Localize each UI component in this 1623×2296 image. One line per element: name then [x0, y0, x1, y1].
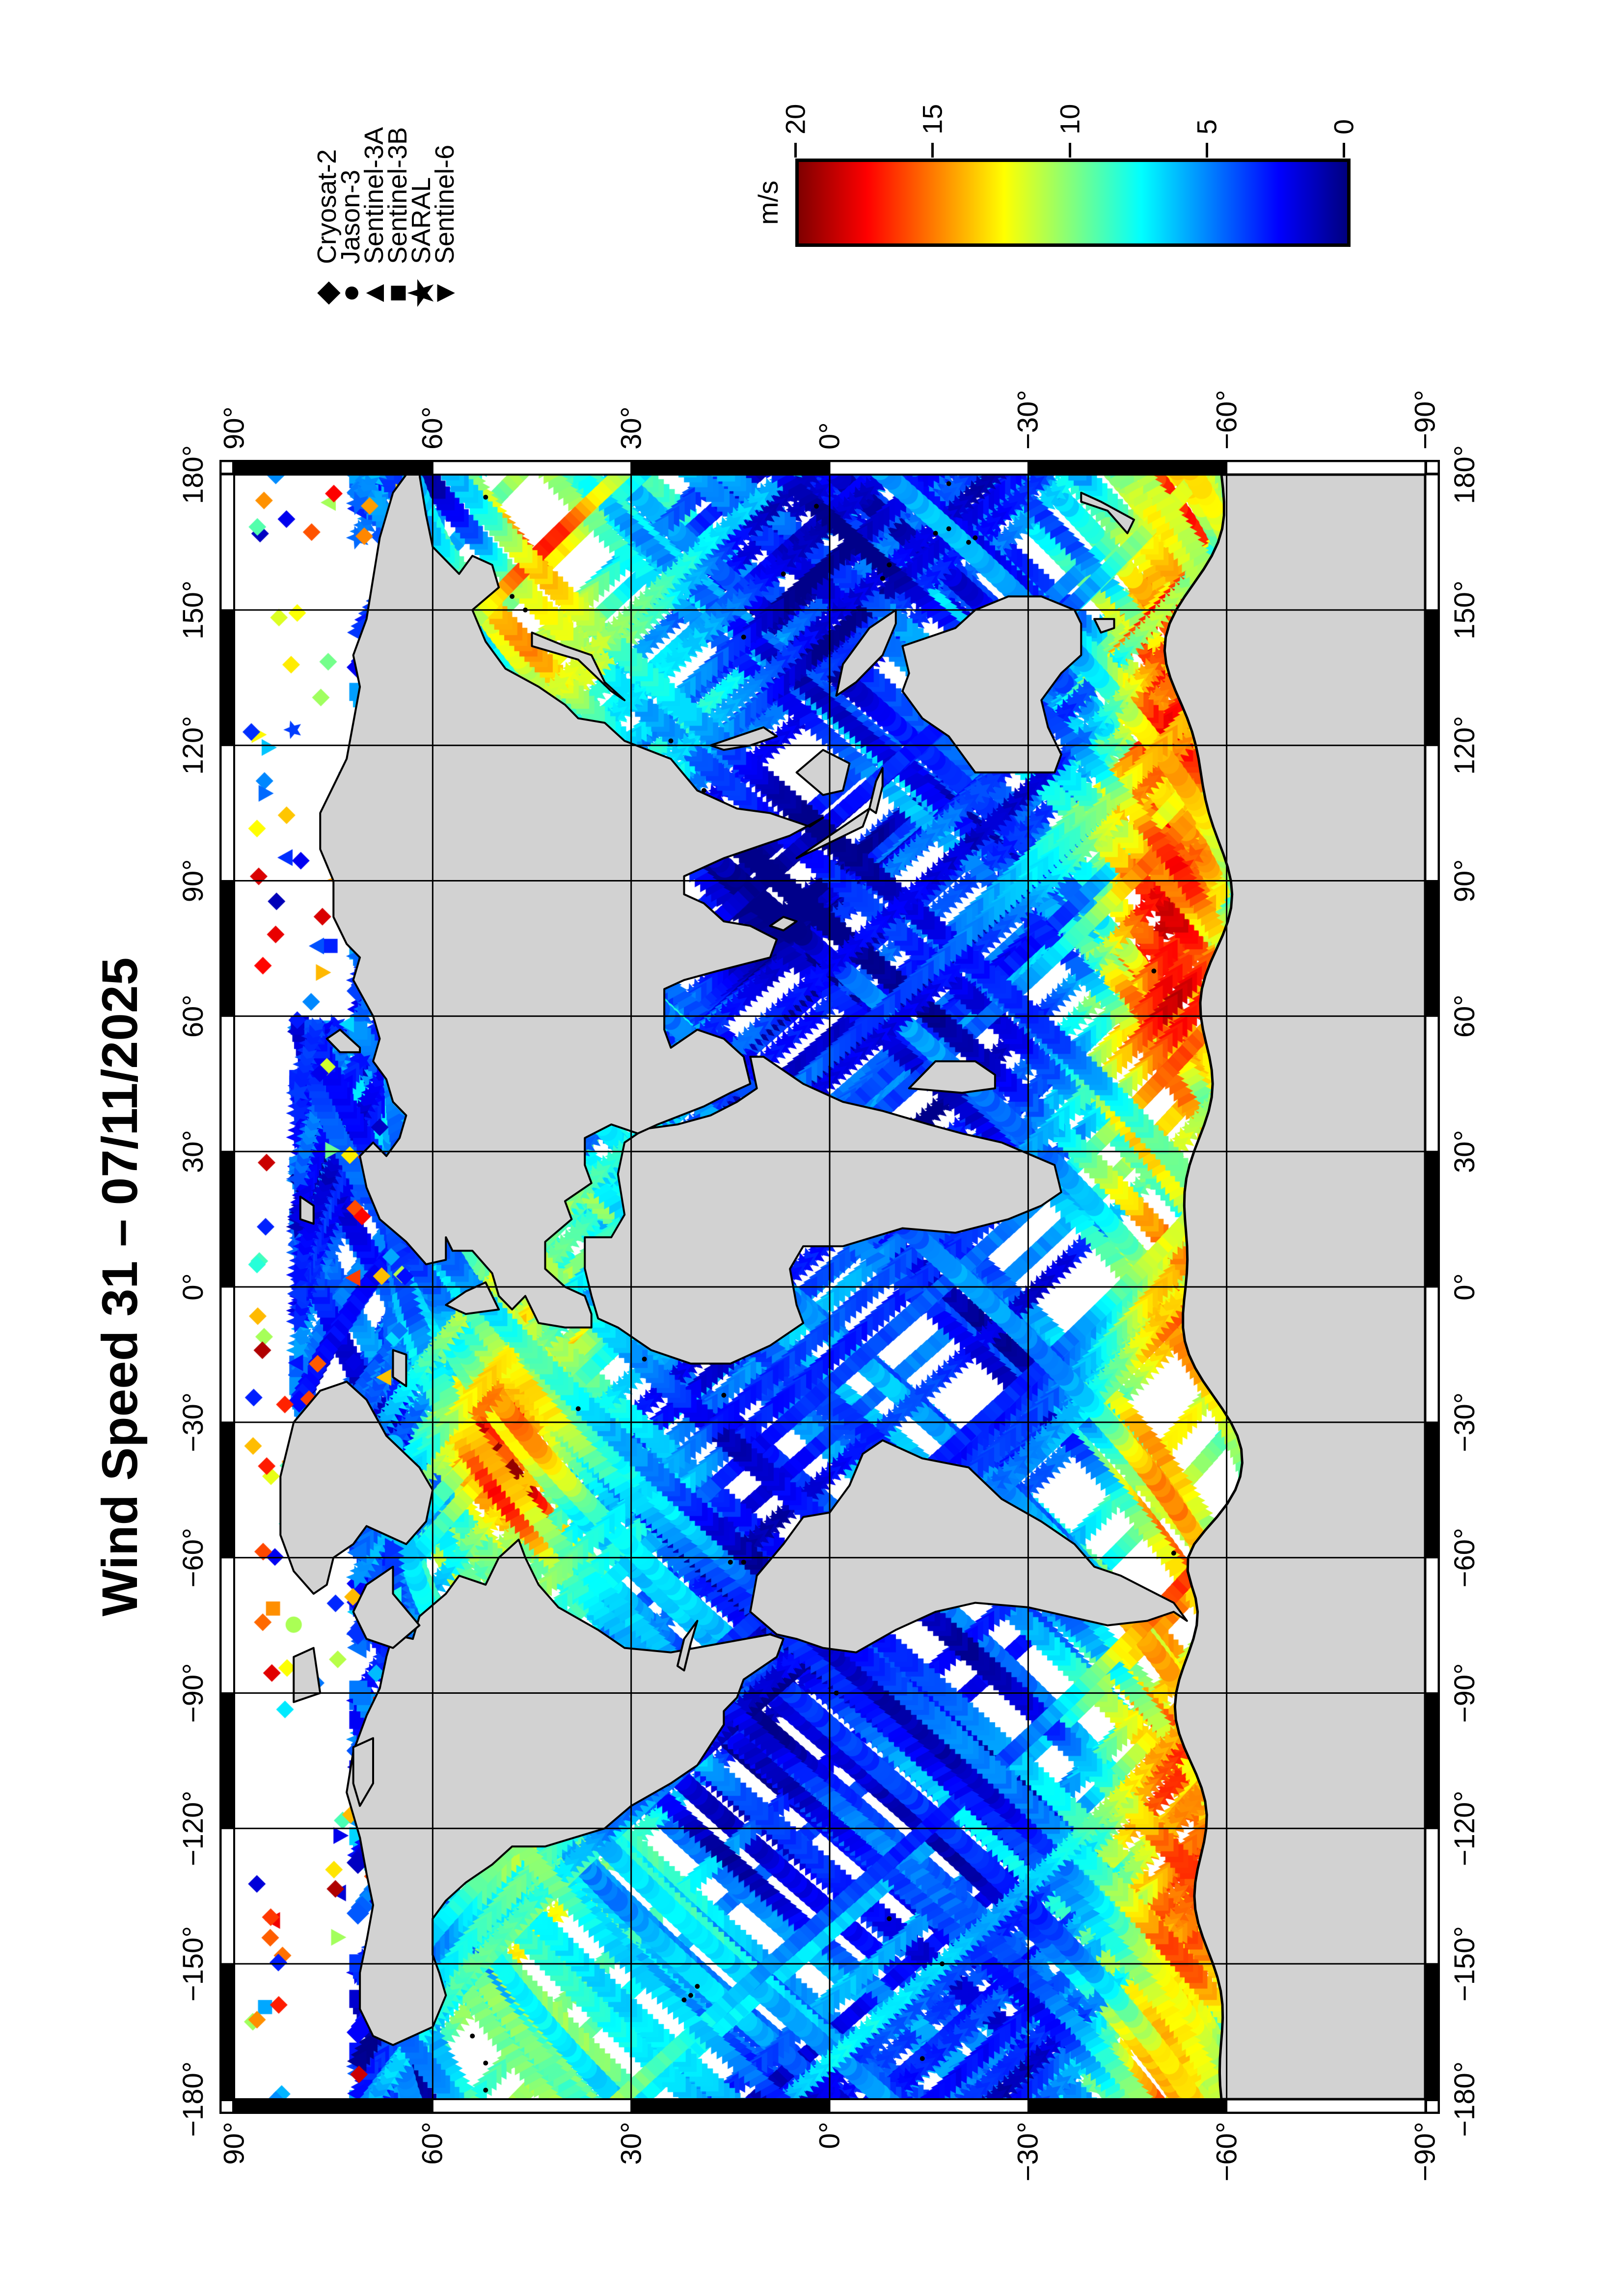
colorbar-tick — [1343, 143, 1345, 158]
lon-tick-label-bottom: 30° — [1449, 1130, 1481, 1174]
lon-tick-label-bottom: −180° — [1449, 2061, 1481, 2137]
lon-tick-label-top: 60° — [177, 994, 209, 1038]
colorbar-tick-label: 5 — [1191, 119, 1222, 134]
colorbar-tick-label: 20 — [780, 104, 811, 134]
lon-tick-label-bottom: −30° — [1449, 1392, 1481, 1452]
lon-tick-label-top: 90° — [177, 859, 209, 903]
lon-tick-label-top: 30° — [177, 1130, 209, 1174]
colorbar-tick-label: 0 — [1328, 119, 1359, 134]
lon-tick-label-bottom: 120° — [1449, 716, 1481, 775]
colorbar-tick — [1068, 143, 1071, 158]
plot-title: Wind Speed 31 – 07/11/2025 — [92, 957, 148, 1617]
lat-tick-label-right: 90° — [218, 406, 250, 450]
lat-tick-label-right: −60° — [1211, 390, 1243, 450]
lon-tick-label-bottom: 150° — [1449, 580, 1481, 640]
lat-tick-label-right: −90° — [1409, 390, 1441, 450]
colorbar-tick-label: 15 — [917, 104, 948, 134]
lon-tick-label-top: 0° — [177, 1273, 209, 1301]
colorbar-tick — [1205, 143, 1208, 158]
lon-tick-label-top: 120° — [177, 716, 209, 775]
colorbar-tick — [794, 143, 797, 158]
lat-tick-label-right: 60° — [416, 406, 449, 450]
lon-tick-label-bottom: 0° — [1449, 1273, 1481, 1301]
lon-tick-label-bottom: −150° — [1449, 1926, 1481, 2002]
colorbar — [795, 159, 1351, 247]
lat-tick-label-left: 90° — [218, 2122, 250, 2165]
lon-tick-label-top: −120° — [177, 1790, 209, 1867]
lon-tick-label-top: −180° — [177, 2061, 209, 2137]
lon-tick-label-top: −150° — [177, 1926, 209, 2002]
lon-tick-label-top: −90° — [177, 1663, 209, 1723]
lat-tick-label-left: 30° — [615, 2122, 648, 2165]
world-map-svg — [219, 460, 1440, 2114]
lon-tick-label-bottom: −60° — [1449, 1527, 1481, 1588]
colorbar-tick-label: 10 — [1054, 104, 1085, 134]
lat-tick-label-left: −30° — [1012, 2122, 1044, 2182]
lat-tick-label-left: −90° — [1409, 2122, 1441, 2182]
lon-tick-label-top: 150° — [177, 580, 209, 640]
lon-tick-label-bottom: 180° — [1449, 445, 1481, 504]
lon-tick-label-top: −30° — [177, 1392, 209, 1452]
colorbar-tick — [931, 143, 934, 158]
legend-item-sentinel-6: ▼ Sentinel-6 — [428, 127, 461, 322]
lat-tick-label-left: 0° — [813, 2122, 846, 2149]
lon-tick-label-top: 180° — [177, 445, 209, 504]
lon-tick-label-bottom: −90° — [1449, 1663, 1481, 1723]
lon-tick-label-bottom: 90° — [1449, 859, 1481, 903]
lat-tick-label-right: −30° — [1012, 390, 1044, 450]
legend-satellite-name: Sentinel-6 — [430, 144, 460, 264]
lat-tick-label-right: 30° — [615, 406, 648, 450]
lat-tick-label-left: −60° — [1211, 2122, 1243, 2182]
lon-tick-label-bottom: 60° — [1449, 994, 1481, 1038]
lat-tick-label-left: 60° — [416, 2122, 449, 2165]
lat-tick-label-right: 0° — [813, 422, 846, 450]
triangle-down-icon: ▼ — [428, 278, 461, 308]
lon-tick-label-top: −60° — [177, 1527, 209, 1588]
colorbar-unit-label: m/s — [753, 180, 784, 225]
legend: ◆Cryosat-2 ●Jason-3 ▲Sentinel-3A ■Sentinel-… — [310, 127, 461, 322]
lon-tick-label-bottom: −120° — [1449, 1790, 1481, 1867]
